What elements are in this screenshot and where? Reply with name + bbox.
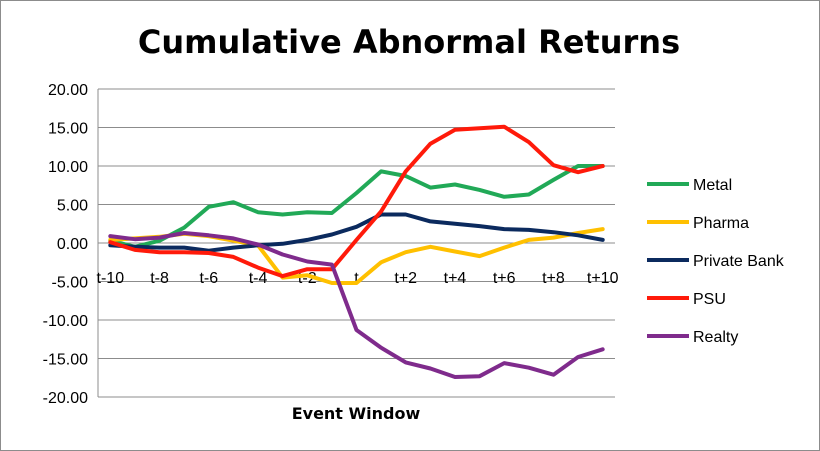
- series-line-psu: [108, 124, 605, 279]
- legend-label: Pharma: [693, 215, 749, 232]
- x-tick-label: t-6: [199, 270, 218, 287]
- y-tick-label: 5.00: [57, 198, 88, 215]
- x-tick-label: t+6: [493, 270, 516, 287]
- legend-label: Metal: [693, 177, 732, 194]
- x-tick-label: t-4: [249, 270, 268, 287]
- x-tick-label: t-8: [150, 270, 169, 287]
- y-tick-label: 0.00: [57, 236, 88, 253]
- legend: Metal Pharma Private Bank PSU Realty: [647, 177, 785, 346]
- series-line-realty: [108, 231, 605, 379]
- y-tick-label: -15.00: [43, 352, 88, 369]
- legend-label: Realty: [693, 329, 738, 346]
- legend-label: PSU: [693, 291, 726, 308]
- x-tick-label: t: [354, 270, 359, 287]
- x-axis-label: Event Window: [292, 404, 421, 423]
- series-line-metal: [108, 164, 605, 249]
- x-tick-label: t-10: [97, 270, 125, 287]
- y-tick-label: 15.00: [48, 121, 88, 138]
- chart-title: Cumulative Abnormal Returns: [138, 23, 680, 61]
- legend-item-pharma: Pharma: [647, 215, 749, 232]
- legend-label: Private Bank: [693, 253, 785, 270]
- y-tick-label: -10.00: [43, 313, 88, 330]
- x-tick-label: t+4: [444, 270, 467, 287]
- y-tick-label: -20.00: [43, 390, 88, 407]
- series-line-private-bank: [108, 212, 605, 253]
- x-axis-tick-labels: t-10 t-8 t-6 t-4 t-2 t t+2 t+4 t+6 t+8 t+10: [97, 270, 619, 287]
- y-tick-label: -5.00: [52, 275, 89, 292]
- y-axis-tick-labels: -20.00 -15.00 -10.00 -5.00 0.00 5.00 10.00 15.0…: [43, 82, 88, 407]
- legend-item-private-bank: Private Bank: [647, 253, 785, 270]
- series-lines: [108, 124, 605, 379]
- x-tick-label: t+10: [587, 270, 619, 287]
- y-tick-label: 10.00: [48, 159, 88, 176]
- y-tick-label: 20.00: [48, 82, 88, 99]
- legend-item-realty: Realty: [647, 329, 738, 346]
- legend-item-psu: PSU: [647, 291, 726, 308]
- x-tick-label: t+2: [394, 270, 417, 287]
- x-tick-label: t+8: [542, 270, 565, 287]
- legend-item-metal: Metal: [647, 177, 732, 194]
- gridlines: [98, 88, 615, 359]
